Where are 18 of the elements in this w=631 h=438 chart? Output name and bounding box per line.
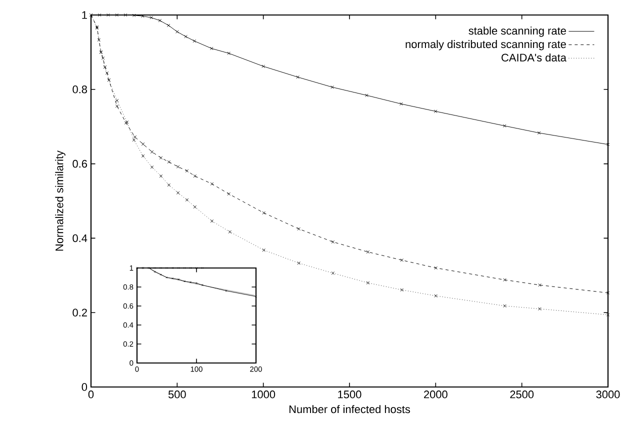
y-axis-title: Normalized similarity	[55, 150, 66, 251]
legend-label: normaly distributed scanning rate	[406, 40, 566, 50]
x-tick-label: 0	[88, 390, 94, 398]
y-tick-label: 0	[82, 383, 88, 391]
y-tick-label: 0.6	[72, 160, 87, 168]
legend-label: CAIDA's data	[502, 53, 566, 62]
x-tick-label: 2000	[424, 390, 448, 398]
x-tick-label: 500	[168, 390, 186, 398]
x-tick-label: 1500	[338, 390, 362, 398]
y-tick-label: 1	[82, 11, 87, 19]
y-tick-label: 0.4	[72, 234, 88, 242]
y-tick-label: 0.2	[72, 308, 87, 316]
x-tick-label: 1000	[252, 390, 276, 398]
x-tick-label: 3000	[596, 390, 620, 398]
y-tick-label: 0.8	[72, 86, 87, 94]
legend-label: stable scanning rate	[468, 26, 566, 37]
x-axis-title: Number of infected hosts	[289, 405, 410, 414]
x-tick-label: 2500	[510, 390, 534, 398]
